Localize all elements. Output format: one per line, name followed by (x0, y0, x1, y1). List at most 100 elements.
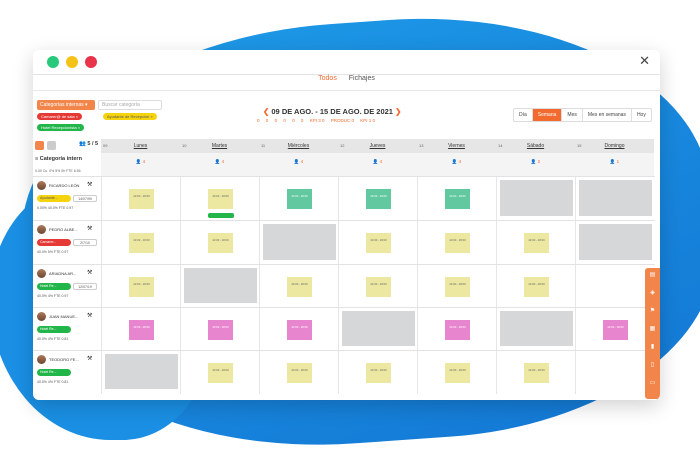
grid-icon[interactable]: ▦ (649, 326, 656, 332)
shift-block[interactable]: 10:00 - 18:00 (366, 276, 391, 297)
shift-block[interactable]: 10:00 - 18:00 (366, 189, 391, 209)
shift-block[interactable]: 10:00 - 18:00 (129, 233, 154, 253)
minimize-dot[interactable] (66, 56, 78, 68)
shift-block[interactable]: 10:00 - 18:00 (208, 189, 233, 209)
schedule-cell[interactable] (259, 221, 338, 265)
tools-icon[interactable]: ⚒ (87, 313, 93, 319)
shift-block[interactable]: 10:00 - 18:00 (445, 276, 470, 297)
schedule-cell[interactable]: 10:00 - 18:00 (417, 265, 496, 308)
close-icon[interactable]: ✕ (639, 53, 650, 68)
schedule-cell[interactable]: 10:00 - 18:00 (338, 265, 417, 308)
employee-card[interactable]: ARIADNA AR... ⚒ Hotel Re... 12/07/19 40.… (35, 265, 101, 308)
shift-block[interactable]: 10:00 - 18:00 (445, 319, 470, 340)
shift-block[interactable]: 10:00 - 18:00 (445, 189, 470, 209)
schedule-cell[interactable]: 10:00 - 18:00 (417, 177, 496, 221)
schedule-cell[interactable] (496, 177, 575, 221)
schedule-cell[interactable]: 10:00 - 18:00 (338, 351, 417, 394)
shield-icon[interactable]: ◈ (650, 290, 655, 296)
document-icon[interactable]: ▯ (650, 362, 655, 368)
view-hoy-button[interactable]: Hoy (636, 112, 646, 118)
schedule-cell[interactable]: 10:00 - 18:00 (338, 177, 417, 221)
next-arrow-icon[interactable]: ❯ (395, 107, 402, 116)
shift-block[interactable]: 10:00 - 18:00 (524, 233, 549, 253)
view-dia-button[interactable]: Día (514, 109, 533, 121)
schedule-cell[interactable]: 10:00 - 18:00 (101, 308, 180, 351)
shift-block[interactable]: 10:00 - 18:00 (287, 189, 312, 209)
day-header[interactable]: 12 Jueves (338, 139, 418, 153)
shift-block[interactable]: 10:00 - 18:00 (208, 233, 233, 253)
schedule-cell[interactable] (496, 308, 575, 351)
shift-block[interactable]: 10:00 - 18:00 (524, 276, 549, 297)
maximize-dot[interactable] (47, 56, 59, 68)
flag-icon[interactable]: ⚑ (649, 308, 656, 314)
schedule-cell[interactable]: 10:00 - 18:00 (496, 221, 575, 265)
schedule-cell[interactable]: 10:00 - 18:00 (101, 221, 180, 265)
view-semana-button[interactable]: Semana (532, 109, 563, 121)
category-column-header[interactable]: ≡ Categoría intern (35, 156, 82, 162)
employee-card[interactable]: JUAN MANUE... ⚒ Hotel Re... 40.0% 4% FTE… (35, 308, 101, 351)
view-mes-button[interactable]: Mes (562, 109, 583, 121)
tab-fichajes[interactable]: Fichajes (348, 75, 375, 82)
shift-block[interactable]: 10:00 - 18:00 (524, 362, 549, 383)
schedule-cell[interactable]: 10:00 - 18:00 (417, 221, 496, 265)
schedule-cell[interactable]: 10:00 - 18:00 (259, 351, 338, 394)
shift-block[interactable]: 10:00 - 18:00 (366, 233, 391, 253)
schedule-cell[interactable] (575, 177, 654, 221)
calendar-icon[interactable]: ▤ (649, 272, 656, 278)
grid-view-icon[interactable] (35, 141, 44, 150)
shift-block[interactable]: 10:00 - 18:00 (287, 319, 312, 340)
list-view-icon[interactable] (47, 141, 56, 150)
shift-block[interactable]: 10:00 - 18:00 (366, 362, 391, 383)
close-dot[interactable] (85, 56, 97, 68)
category-search-input[interactable]: Buscar categoría (98, 100, 162, 110)
schedule-cell[interactable] (575, 351, 654, 394)
schedule-cell[interactable]: 10:00 - 18:00 (259, 308, 338, 351)
schedule-cell[interactable]: 10:00 - 18:00 (338, 221, 417, 265)
schedule-cell[interactable]: 10:00 - 18:00 (180, 177, 259, 221)
day-header[interactable]: 15 Domingo (575, 139, 655, 153)
shift-block[interactable]: 10:00 - 18:00 (287, 362, 312, 383)
day-header[interactable]: 10 Martes (180, 139, 260, 153)
shift-block[interactable]: 10:00 - 18:00 (445, 362, 470, 383)
shift-block[interactable]: 10:00 - 18:00 (603, 319, 628, 340)
day-header[interactable]: 14 Sábado (496, 139, 576, 153)
tab-todos[interactable]: Todos (318, 75, 337, 82)
tools-icon[interactable]: ⚒ (87, 182, 93, 188)
schedule-cell[interactable]: 10:00 - 18:00 (259, 177, 338, 221)
schedule-cell[interactable]: 10:00 - 18:00 (259, 265, 338, 308)
schedule-cell[interactable]: 10:00 - 18:00 (101, 265, 180, 308)
employee-card[interactable]: TEODORO FE... ⚒ Hotel Re... 40.0% 4% FTE… (35, 351, 101, 394)
schedule-cell[interactable]: 10:00 - 18:00 (101, 177, 180, 221)
category-dropdown[interactable]: Categorías internas ▾ (37, 100, 95, 110)
shift-block[interactable]: 10:00 - 18:00 (287, 276, 312, 297)
shift-block[interactable]: 10:00 - 18:00 (208, 319, 233, 340)
file-icon[interactable]: ▭ (649, 380, 656, 386)
day-header[interactable]: 11 Miércoles (259, 139, 339, 153)
shift-block[interactable]: 10:00 - 18:00 (129, 319, 154, 340)
chip-camarero[interactable]: Camarer@ de sala × (37, 113, 83, 120)
chip-hotel[interactable]: Hotel Recepcionista × (37, 124, 85, 131)
schedule-cell[interactable]: 10:00 - 18:00 (180, 308, 259, 351)
schedule-cell[interactable] (575, 265, 654, 308)
employee-card[interactable]: PEDRO ALBE... ⚒ Camarer... 2/7/10 40.0% … (35, 221, 101, 265)
trash-icon[interactable]: ▮ (650, 344, 655, 350)
day-header[interactable]: 13 Viernes (417, 139, 497, 153)
tools-icon[interactable]: ⚒ (87, 270, 93, 276)
schedule-cell[interactable]: 10:00 - 18:00 (496, 265, 575, 308)
day-header[interactable]: 09 Lunes (101, 139, 181, 153)
view-mes-semanas-button[interactable]: Mes en semanas (583, 109, 632, 121)
tools-icon[interactable]: ⚒ (87, 226, 93, 232)
schedule-cell[interactable] (101, 351, 180, 394)
schedule-cell[interactable]: 10:00 - 18:00 (575, 308, 654, 351)
employee-card[interactable]: RICARDO LEÓN ⚒ Ayudante... 14/07/99 0.00… (35, 177, 101, 221)
prev-arrow-icon[interactable]: ❮ (263, 107, 270, 116)
shift-block[interactable]: 10:00 - 18:00 (129, 189, 154, 209)
schedule-cell[interactable]: 10:00 - 18:00 (180, 221, 259, 265)
schedule-cell[interactable]: 10:00 - 18:00 (496, 351, 575, 394)
tools-icon[interactable]: ⚒ (87, 356, 93, 362)
schedule-cell[interactable]: 10:00 - 18:00 (180, 351, 259, 394)
chip-ayudante[interactable]: Ayudante de Recepción × (103, 113, 157, 120)
schedule-cell[interactable] (338, 308, 417, 351)
shift-block[interactable]: 10:00 - 18:00 (129, 276, 154, 297)
schedule-cell[interactable]: 10:00 - 18:00 (417, 351, 496, 394)
